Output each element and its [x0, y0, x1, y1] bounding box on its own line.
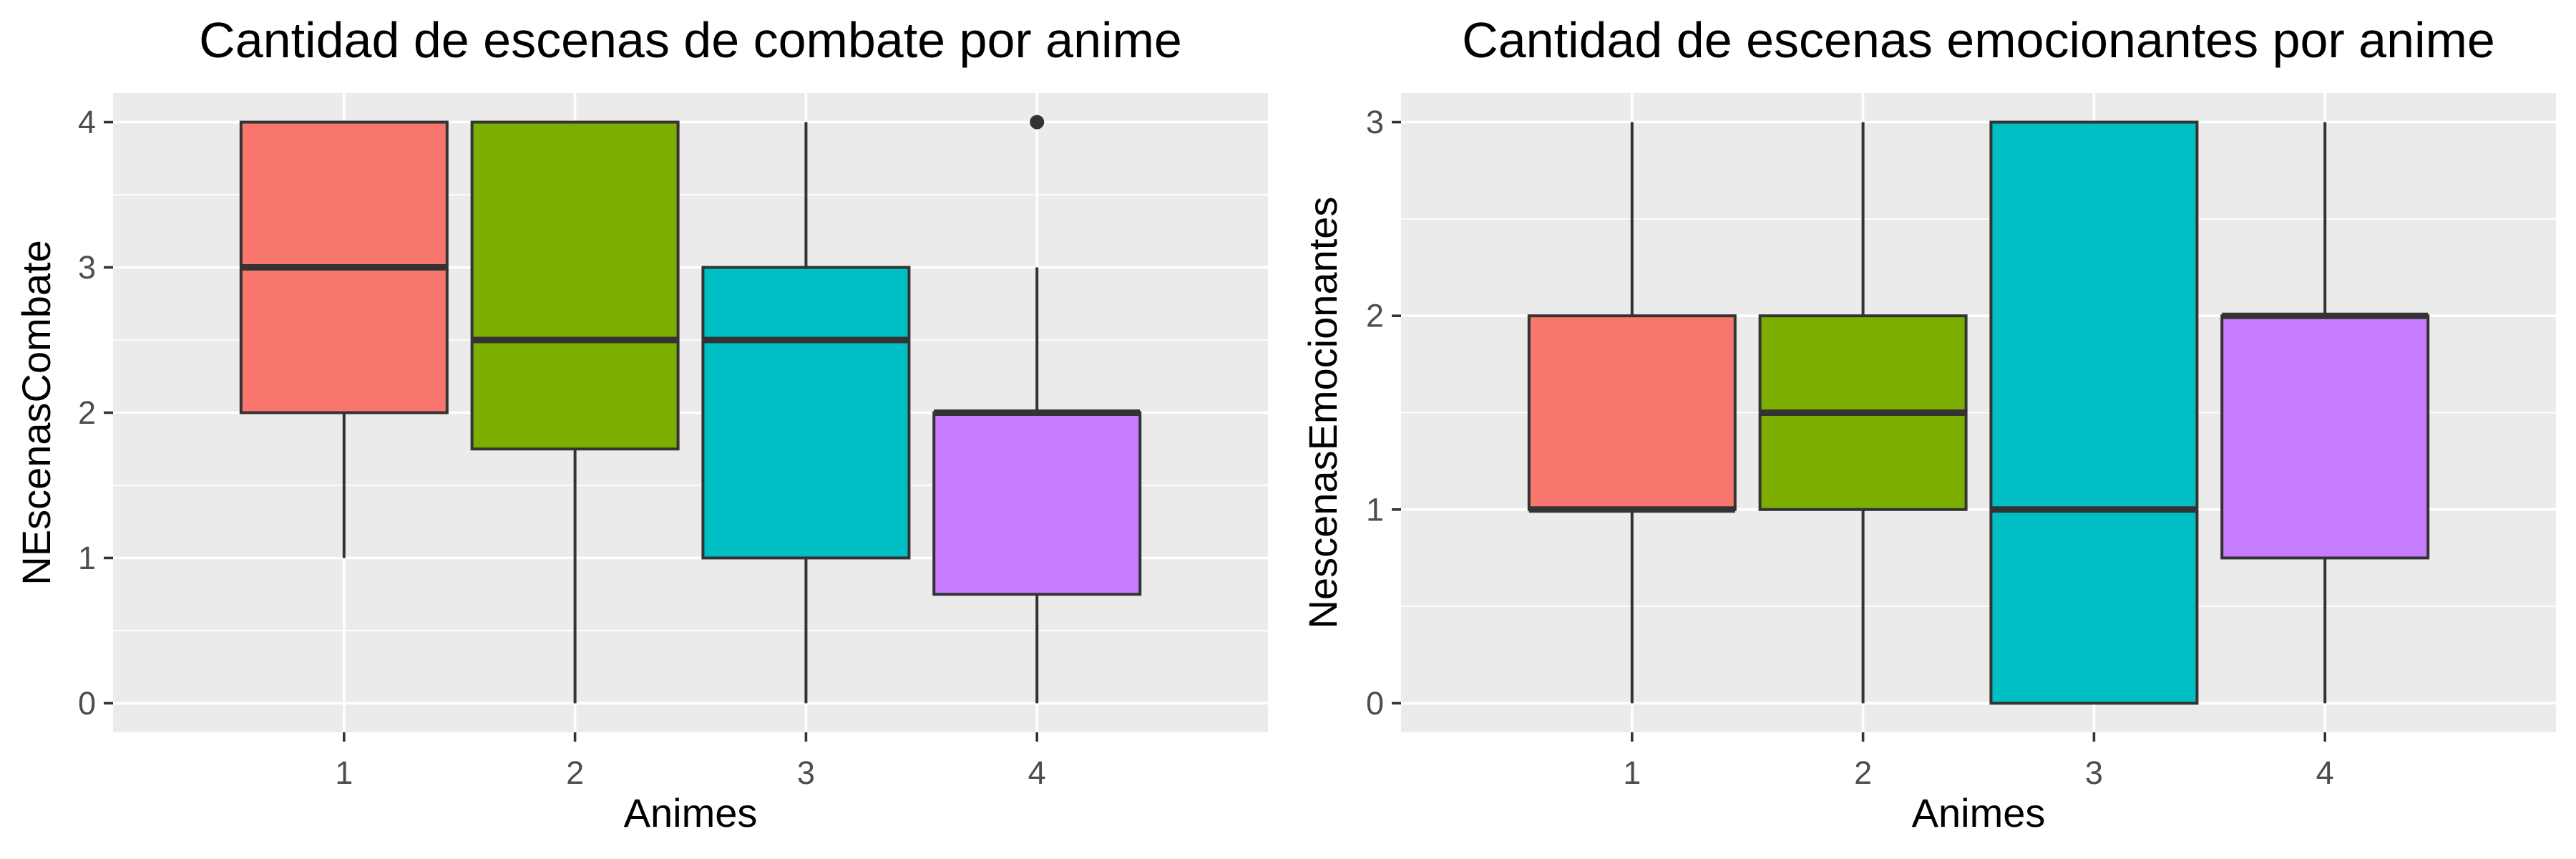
chart-panel-1: 0 1 2 3 4 1 2 3 4 Cantidad de escenas de combate …: [14, 12, 1268, 835]
box-group-3: [1989, 120, 2199, 705]
box-group-1: [1527, 122, 1737, 704]
x-axis-title: Animes: [624, 790, 758, 835]
chart-title: Cantidad de escenas emocionantes por ani…: [1462, 12, 2495, 68]
x-tick-label: 3: [797, 754, 815, 791]
x-axis-title: Animes: [1912, 790, 2046, 835]
y-tick-label: 0: [78, 685, 96, 722]
box-group-1: [239, 120, 449, 558]
box-iqr: [932, 411, 1142, 596]
x-tick-label: 3: [2085, 754, 2103, 791]
outlier-point: [1030, 115, 1045, 130]
box-iqr: [1989, 120, 2199, 705]
x-tick-label: 2: [566, 754, 584, 791]
x-tick-label: 1: [1623, 754, 1641, 791]
y-axis-title: NescenasEmocionantes: [1300, 197, 1345, 629]
box-group-2: [1758, 122, 1968, 704]
chart-panel-2: 0 1 2 3 1 2 3 4 Cantidad de escenas emocionantes…: [1300, 12, 2556, 835]
y-tick-label: 1: [1366, 491, 1384, 528]
x-tick-label: 4: [2316, 754, 2334, 791]
y-tick-label: 0: [1366, 685, 1384, 722]
x-tick-label: 1: [335, 754, 353, 791]
box-group-2: [470, 120, 680, 704]
x-tick-label: 2: [1854, 754, 1872, 791]
x-tick-label: 4: [1028, 754, 1046, 791]
y-tick-label: 3: [1366, 104, 1384, 140]
y-tick-label: 3: [78, 249, 96, 286]
box-iqr: [2220, 314, 2430, 560]
box-iqr: [470, 120, 680, 451]
y-tick-label: 4: [78, 104, 96, 140]
y-tick-label: 2: [78, 394, 96, 431]
y-axis-title: NEscenasCombate: [14, 240, 59, 585]
chart-title: Cantidad de escenas de combate por anime: [199, 12, 1182, 68]
box-group-4: [932, 115, 1142, 704]
y-tick-label: 2: [1366, 298, 1384, 334]
box-iqr: [1527, 314, 1737, 511]
box-group-3: [701, 122, 911, 704]
box-iqr: [701, 266, 911, 560]
y-tick-label: 1: [78, 540, 96, 576]
box-group-4: [2220, 122, 2430, 704]
